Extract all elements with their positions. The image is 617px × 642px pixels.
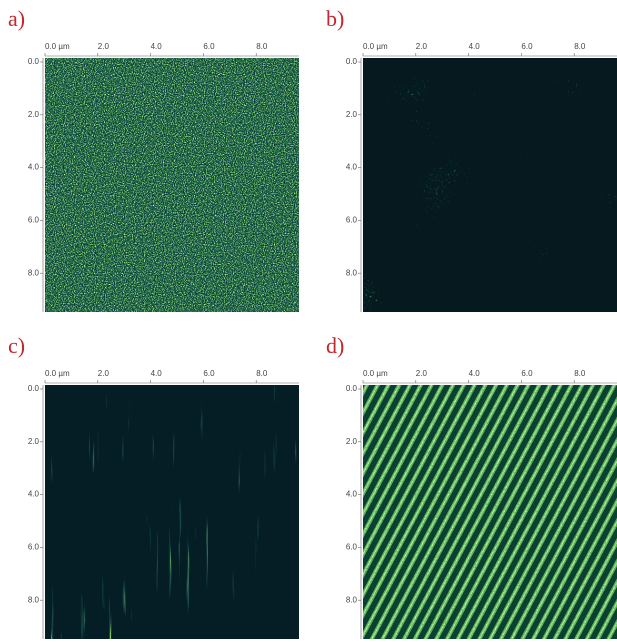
- y-tick-label: 4.0: [28, 490, 40, 499]
- panel-label: a): [8, 6, 25, 31]
- panel-label: b): [326, 6, 344, 31]
- y-tick-label: 4.0: [346, 490, 358, 499]
- x-tick-label: 2.0: [98, 369, 110, 378]
- x-tick-label: 8.0: [256, 369, 268, 378]
- x-tick-label: 4.0: [151, 42, 163, 51]
- panel: b) 0.0 µm 2.0 4.0 6.0 8.0 0.0 2.0 4.0 6.0 8.0: [326, 6, 617, 312]
- x-tick-label: 8.0: [256, 42, 268, 51]
- x-tick-label: 6.0: [203, 369, 215, 378]
- x-tick-label: 4.0: [151, 369, 163, 378]
- y-tick-label: 2.0: [346, 437, 358, 446]
- y-tick-label: 0.0: [28, 57, 40, 66]
- y-tick-label: 2.0: [346, 110, 358, 119]
- y-tick-label: 4.0: [346, 163, 358, 172]
- y-tick-label: 6.0: [28, 543, 40, 552]
- panels: a) 0.0 µm 2.0 4.0 6.0 8.0 0.0 2.0 4.0 6.0 8.0 b) 0.0…: [8, 6, 617, 639]
- y-tick-label: 8.0: [28, 268, 40, 277]
- afm-image: [45, 58, 299, 312]
- x-tick-label: 0.0 µm: [45, 369, 70, 378]
- x-tick-label: 4.0: [469, 42, 481, 51]
- y-tick-label: 6.0: [28, 216, 40, 225]
- x-tick-label: 2.0: [416, 369, 428, 378]
- y-tick-label: 0.0: [346, 384, 358, 393]
- y-tick-label: 0.0: [28, 384, 40, 393]
- panel: d) 0.0 µm 2.0 4.0 6.0 8.0 0.0 2.0 4.0 6.0 8.0: [326, 333, 617, 639]
- x-tick-label: 2.0: [98, 42, 110, 51]
- x-tick-label: 4.0: [469, 369, 481, 378]
- panel-label: d): [326, 333, 344, 358]
- y-tick-label: 8.0: [28, 595, 40, 604]
- y-tick-label: 2.0: [28, 110, 40, 119]
- x-tick-label: 8.0: [574, 42, 586, 51]
- x-tick-label: 0.0 µm: [363, 42, 388, 51]
- x-tick-label: 6.0: [203, 42, 215, 51]
- y-tick-label: 8.0: [346, 595, 358, 604]
- afm-image: [363, 58, 617, 312]
- y-tick-label: 4.0: [28, 163, 40, 172]
- panel: c) 0.0 µm 2.0 4.0 6.0 8.0 0.0 2.0 4.0 6.0 8.0: [8, 333, 299, 639]
- afm-image: [45, 385, 299, 639]
- y-tick-label: 8.0: [346, 268, 358, 277]
- x-tick-label: 2.0: [416, 42, 428, 51]
- y-tick-label: 2.0: [28, 437, 40, 446]
- x-tick-label: 0.0 µm: [363, 369, 388, 378]
- x-tick-label: 8.0: [574, 369, 586, 378]
- panel: a) 0.0 µm 2.0 4.0 6.0 8.0 0.0 2.0 4.0 6.0 8.0: [8, 6, 299, 312]
- y-tick-label: 6.0: [346, 543, 358, 552]
- y-tick-label: 6.0: [346, 216, 358, 225]
- y-tick-label: 0.0: [346, 57, 358, 66]
- x-tick-label: 0.0 µm: [45, 42, 70, 51]
- panel-label: c): [8, 333, 25, 358]
- x-tick-label: 6.0: [521, 369, 533, 378]
- afm-noise: [363, 385, 617, 639]
- x-tick-label: 6.0: [521, 42, 533, 51]
